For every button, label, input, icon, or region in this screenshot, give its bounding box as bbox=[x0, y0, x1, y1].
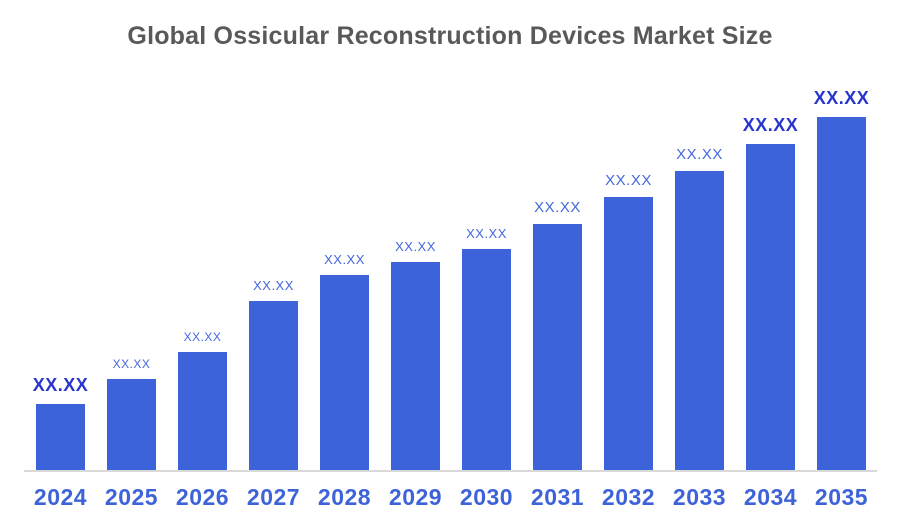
x-axis-label: 2026 bbox=[175, 484, 230, 510]
bar-value-label: XX.XX bbox=[676, 146, 723, 163]
bar bbox=[817, 117, 866, 470]
bar-column: XX.XX bbox=[814, 0, 869, 471]
bar-value-label: XX.XX bbox=[605, 172, 652, 189]
bar bbox=[249, 301, 298, 470]
bar-value-label: XX.XX bbox=[534, 199, 581, 216]
bar-column: XX.XX bbox=[33, 0, 88, 471]
bar-column: XX.XX bbox=[107, 0, 156, 471]
bar bbox=[107, 379, 156, 470]
bar-value-label: XX.XX bbox=[395, 239, 436, 254]
bar bbox=[320, 275, 369, 470]
x-axis-label: 2028 bbox=[317, 484, 372, 510]
bar-column: XX.XX bbox=[391, 0, 440, 471]
x-axis-label: 2025 bbox=[104, 484, 159, 510]
x-axis-label: 2031 bbox=[530, 484, 585, 510]
x-axis-label: 2024 bbox=[33, 484, 88, 510]
plot-area: XX.XX XX.XX XX.XX XX.XX XX.XX XX.XX XX.XX XX.XX… bbox=[24, 0, 877, 471]
bar-value-label: XX.XX bbox=[324, 252, 365, 267]
bar-column: XX.XX bbox=[533, 0, 582, 471]
bar-column: XX.XX bbox=[604, 0, 653, 471]
bar-column: XX.XX bbox=[178, 0, 227, 471]
bar bbox=[675, 171, 724, 470]
bar bbox=[746, 144, 795, 470]
x-axis-label: 2034 bbox=[743, 484, 798, 510]
x-axis-label: 2030 bbox=[459, 484, 514, 510]
bar bbox=[178, 352, 227, 470]
bar-value-label: XX.XX bbox=[813, 88, 870, 108]
x-axis-line bbox=[24, 470, 877, 472]
bar bbox=[462, 249, 511, 470]
bar-column: XX.XX bbox=[743, 0, 798, 471]
x-axis-label: 2032 bbox=[601, 484, 656, 510]
x-axis-label: 2035 bbox=[814, 484, 869, 510]
bar-value-label: XX.XX bbox=[466, 226, 507, 241]
bar bbox=[604, 197, 653, 470]
bar bbox=[391, 262, 440, 470]
bar bbox=[533, 224, 582, 470]
bar-column: XX.XX bbox=[675, 0, 724, 471]
bar-value-label: XX.XX bbox=[183, 330, 222, 344]
x-axis-label: 2027 bbox=[246, 484, 301, 510]
bar-value-label: XX.XX bbox=[112, 357, 151, 371]
bar-column: XX.XX bbox=[320, 0, 369, 471]
bar-value-label: XX.XX bbox=[253, 278, 294, 293]
bar-column: XX.XX bbox=[462, 0, 511, 471]
x-axis-label: 2029 bbox=[388, 484, 443, 510]
chart-title: Global Ossicular Reconstruction Devices … bbox=[127, 22, 773, 50]
bar-column: XX.XX bbox=[249, 0, 298, 471]
bar-value-label: XX.XX bbox=[742, 115, 799, 135]
x-axis-label: 2033 bbox=[672, 484, 727, 510]
bar bbox=[36, 404, 85, 470]
bar-value-label: XX.XX bbox=[32, 375, 89, 395]
